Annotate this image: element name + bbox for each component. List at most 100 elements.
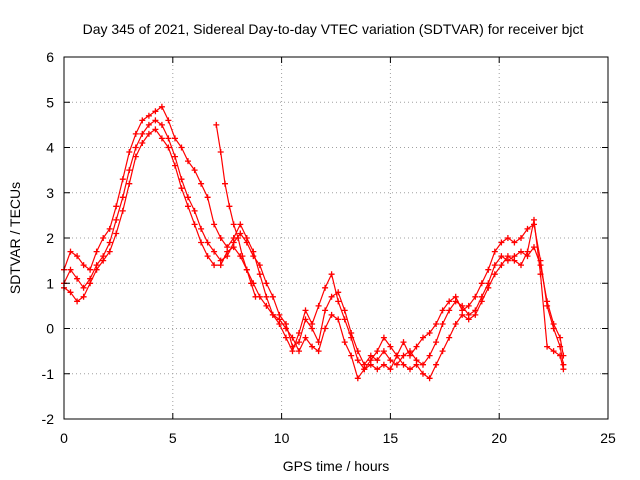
data-point <box>560 366 567 373</box>
data-point <box>504 253 511 260</box>
data-point <box>230 244 237 251</box>
data-point <box>243 266 250 273</box>
data-point <box>557 352 564 359</box>
data-point <box>276 316 283 323</box>
data-point <box>263 280 270 287</box>
data-point <box>132 130 139 137</box>
data-point <box>237 230 244 237</box>
data-point <box>531 244 537 251</box>
data-point <box>165 117 172 124</box>
grid <box>64 57 608 419</box>
data-point <box>420 370 426 377</box>
data-point <box>198 239 205 246</box>
data-point <box>472 311 479 318</box>
data-point <box>485 284 492 291</box>
x-tick-label: 10 <box>274 430 290 446</box>
data-point <box>322 307 329 314</box>
data-point <box>380 348 387 355</box>
data-point <box>113 216 120 223</box>
x-axis-label: GPS time / hours <box>283 458 390 474</box>
data-point <box>491 271 498 278</box>
data-point <box>420 361 426 368</box>
data-point <box>387 366 394 373</box>
data-point <box>126 180 133 187</box>
y-tick-label: 4 <box>46 140 54 156</box>
data-point <box>452 321 459 327</box>
data-point <box>172 162 178 169</box>
x-tick-label: 25 <box>600 430 616 446</box>
data-point <box>145 121 152 128</box>
data-point <box>302 334 309 341</box>
data-point <box>354 348 361 355</box>
data-point <box>204 239 211 246</box>
series-line <box>215 124 257 298</box>
data-point <box>491 248 498 255</box>
data-point <box>387 357 394 364</box>
data-point <box>393 352 400 359</box>
data-point <box>132 144 139 151</box>
y-tick-label: 5 <box>46 94 54 110</box>
data-point <box>511 239 518 246</box>
data-point <box>400 352 407 359</box>
data-point <box>550 348 557 355</box>
data-point <box>374 366 381 373</box>
data-point <box>119 176 126 183</box>
data-point <box>113 230 120 237</box>
data-point <box>557 334 564 341</box>
data-point <box>139 130 146 137</box>
data-point <box>217 235 224 241</box>
data-point <box>100 235 107 241</box>
data-point <box>452 293 459 300</box>
data-point <box>283 334 289 341</box>
data-point <box>93 266 100 273</box>
data-point <box>472 293 479 300</box>
data-point <box>80 293 87 300</box>
data-point <box>106 225 113 232</box>
series-line <box>63 128 565 379</box>
data-point <box>439 307 446 314</box>
data-point <box>335 298 342 305</box>
data-point <box>465 302 472 309</box>
data-point <box>459 311 466 318</box>
data-point <box>550 325 557 332</box>
data-point <box>400 361 407 368</box>
data-point <box>74 298 81 305</box>
data-point <box>158 103 165 110</box>
data-point <box>407 352 413 359</box>
data-point <box>165 144 172 151</box>
data-point <box>217 149 224 155</box>
data-point <box>387 343 394 350</box>
data-point <box>185 158 191 165</box>
data-point <box>315 348 322 355</box>
data-point <box>478 280 485 287</box>
chart-title: Day 345 of 2021, Sidereal Day-to-day VTE… <box>83 21 584 37</box>
data-point <box>433 339 440 346</box>
data-point <box>322 284 329 291</box>
data-point <box>152 117 159 124</box>
data-point <box>433 361 440 368</box>
data-point <box>518 248 524 255</box>
data-point <box>191 167 198 174</box>
data-point <box>341 339 348 346</box>
data-point <box>269 311 276 318</box>
series-line <box>63 119 565 366</box>
data-point <box>446 307 453 314</box>
data-point <box>222 180 228 187</box>
data-point <box>204 194 211 201</box>
data-point <box>211 262 218 269</box>
data-point <box>172 135 178 142</box>
x-tick-label: 0 <box>60 430 68 446</box>
data-point <box>413 361 420 368</box>
data-point <box>198 180 205 187</box>
data-point <box>354 357 361 364</box>
data-series <box>61 103 567 382</box>
x-tick-labels: 0 5 10 15 20 25 <box>60 430 616 446</box>
data-point <box>309 343 316 350</box>
data-point <box>237 221 244 228</box>
x-tick-label: 5 <box>169 430 177 446</box>
series-track-3 <box>61 126 567 382</box>
data-point <box>328 311 335 318</box>
data-point <box>478 298 485 305</box>
data-point <box>498 262 505 269</box>
